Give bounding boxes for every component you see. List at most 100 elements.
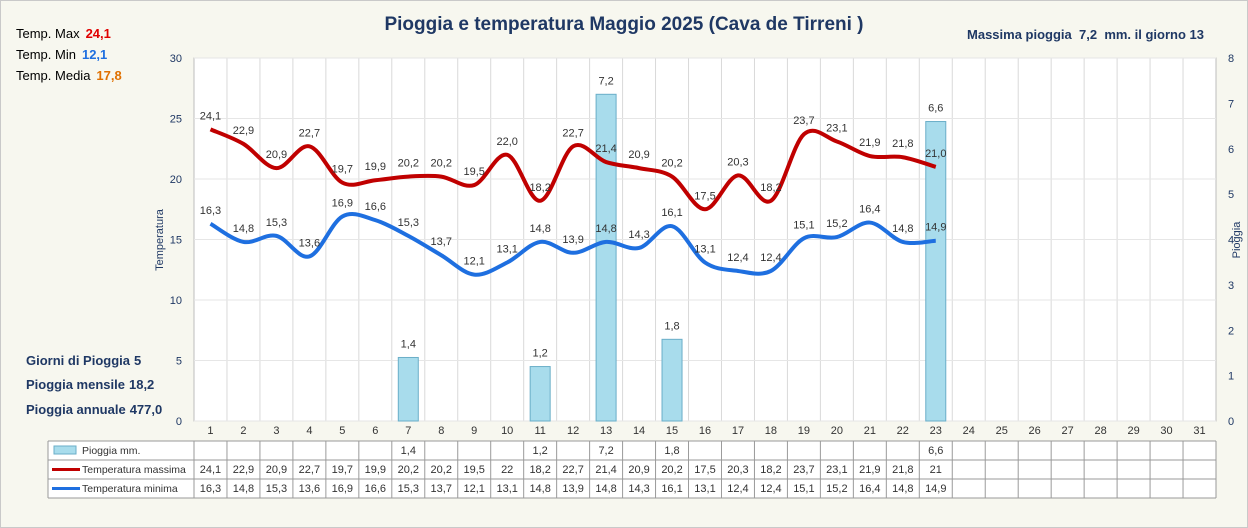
tmax-data-label: 17,5 xyxy=(694,190,715,202)
table-cell: 22,9 xyxy=(233,464,254,476)
x-tick-label: 29 xyxy=(1127,425,1139,437)
rain-data-label: 6,6 xyxy=(928,103,943,115)
table-cell: 13,9 xyxy=(562,483,583,495)
tmax-data-label: 21,0 xyxy=(925,148,946,160)
tmax-data-label: 22,9 xyxy=(233,125,254,137)
legend-key-rain xyxy=(53,445,77,455)
table-cell: 14,8 xyxy=(595,483,616,495)
x-tick-label: 4 xyxy=(306,425,312,437)
table-cell: 23,7 xyxy=(793,464,814,476)
rain-data-label: 1,2 xyxy=(533,348,548,360)
tmin-data-label: 16,1 xyxy=(661,207,682,219)
rain-bar xyxy=(529,366,551,422)
y2-tick-label: 3 xyxy=(1228,280,1234,292)
x-tick-label: 3 xyxy=(273,425,279,437)
tmin-data-label: 16,6 xyxy=(365,201,386,213)
table-cell: 19,5 xyxy=(464,464,485,476)
x-tick-label: 6 xyxy=(372,425,378,437)
tmin-data-label: 15,1 xyxy=(793,219,814,231)
table-cell: 1,8 xyxy=(664,445,679,457)
table-cell: 24,1 xyxy=(200,464,221,476)
tmin-data-label: 13,7 xyxy=(431,236,452,248)
tmin-data-label: 13,9 xyxy=(562,234,583,246)
x-tick-label: 16 xyxy=(699,425,711,437)
table-cell: 18,2 xyxy=(529,464,550,476)
tmax-data-label: 18,2 xyxy=(760,182,781,194)
table-cell: 18,2 xyxy=(760,464,781,476)
x-tick-label: 11 xyxy=(534,425,545,437)
tmax-data-label: 23,1 xyxy=(826,122,847,134)
y2-tick-label: 8 xyxy=(1228,53,1234,65)
x-tick-label: 28 xyxy=(1094,425,1106,437)
rain-days: Giorni di Pioggia 5 xyxy=(26,353,141,368)
table-cell: 22,7 xyxy=(299,464,320,476)
stat-tmed-label: Temp. Media xyxy=(16,68,91,83)
table-cell: 14,3 xyxy=(628,483,649,495)
table-cell: 15,3 xyxy=(266,483,287,495)
x-tick-label: 8 xyxy=(438,425,444,437)
x-tick-label: 26 xyxy=(1029,425,1041,437)
table-cell: 16,3 xyxy=(200,483,221,495)
y-tick-label: 5 xyxy=(176,356,182,368)
tmin-data-label: 15,2 xyxy=(826,218,847,230)
tmax-data-label: 22,0 xyxy=(496,136,517,148)
x-tick-label: 27 xyxy=(1062,425,1074,437)
table-cell: 15,2 xyxy=(826,483,847,495)
table-cell: 16,6 xyxy=(365,483,386,495)
stat-tmin-value: 12,1 xyxy=(81,47,108,62)
rain-annual: Pioggia annuale 477,0 xyxy=(26,402,162,417)
x-tick-label: 13 xyxy=(600,425,612,437)
x-tick-label: 12 xyxy=(567,425,579,437)
tmin-data-label: 13,1 xyxy=(694,243,715,255)
y2-axis-label: Pioggia xyxy=(1231,221,1243,259)
table-cell: 20,3 xyxy=(727,464,748,476)
max-rain-note: Massima pioggia 7,2 mm. il giorno 13 xyxy=(967,27,1204,42)
table-cell: 15,1 xyxy=(793,483,814,495)
table-cell: 19,7 xyxy=(332,464,353,476)
rain-bar xyxy=(595,93,617,422)
y-tick-label: 30 xyxy=(170,53,182,65)
tmin-data-label: 15,3 xyxy=(266,217,287,229)
x-tick-label: 9 xyxy=(471,425,477,437)
table-cell: 20,2 xyxy=(398,464,419,476)
table-cell: 13,6 xyxy=(299,483,320,495)
table-cell: 21,9 xyxy=(859,464,880,476)
table-cell: 15,3 xyxy=(398,483,419,495)
tmin-data-label: 13,6 xyxy=(299,237,320,249)
y2-tick-label: 6 xyxy=(1228,144,1234,156)
tmax-data-label: 20,2 xyxy=(431,158,452,170)
rain-days-value: 5 xyxy=(134,353,142,368)
y2-tick-label: 2 xyxy=(1228,325,1234,337)
tmin-data-label: 14,8 xyxy=(892,223,913,235)
table-cell: 14,8 xyxy=(233,483,254,495)
rain-monthly-value: 18,2 xyxy=(128,377,155,392)
x-tick-label: 31 xyxy=(1193,425,1205,437)
table-cell: 21,8 xyxy=(892,464,913,476)
stat-tmin-label: Temp. Min xyxy=(16,47,76,62)
x-tick-label: 10 xyxy=(501,425,513,437)
chart-title: Pioggia e temperatura Maggio 2025 (Cava … xyxy=(384,14,864,35)
rain-data-label: 1,4 xyxy=(401,338,416,350)
rain-annual-label: Pioggia annuale xyxy=(26,402,126,417)
table-cell: 12,4 xyxy=(727,483,748,495)
table-cell: 20,2 xyxy=(431,464,452,476)
x-tick-label: 22 xyxy=(897,425,909,437)
tmax-data-label: 19,5 xyxy=(464,166,485,178)
tmax-data-label: 20,9 xyxy=(628,149,649,161)
y2-tick-label: 1 xyxy=(1228,371,1234,383)
table-cell: 14,8 xyxy=(529,483,550,495)
y-tick-label: 15 xyxy=(170,235,182,247)
y-axis-label: Temperatura xyxy=(154,208,166,271)
rain-bar xyxy=(397,356,419,422)
tmax-data-label: 18,2 xyxy=(529,182,550,194)
stat-tmed: Temp. Media 17,8 xyxy=(16,68,122,83)
table-cell: 20,2 xyxy=(661,464,682,476)
x-tick-label: 30 xyxy=(1160,425,1172,437)
table-cell: 14,9 xyxy=(925,483,946,495)
rain-monthly-label: Pioggia mensile xyxy=(26,377,125,392)
x-tick-label: 21 xyxy=(864,425,876,437)
x-tick-label: 15 xyxy=(666,425,678,437)
y2-tick-label: 0 xyxy=(1228,416,1234,428)
table-cell: 16,4 xyxy=(859,483,880,495)
